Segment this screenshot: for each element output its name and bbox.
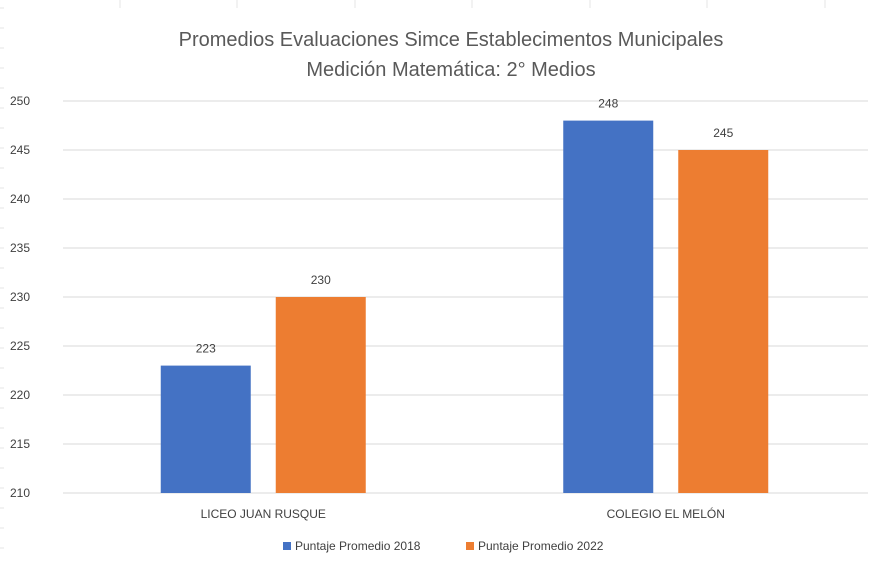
y-tick-label: 215 bbox=[10, 437, 30, 451]
data-label: 248 bbox=[598, 97, 618, 111]
y-tick-label: 210 bbox=[10, 486, 30, 500]
y-tick-label: 240 bbox=[10, 192, 30, 206]
data-label: 245 bbox=[713, 126, 733, 140]
y-tick-label: 235 bbox=[10, 241, 30, 255]
bar bbox=[563, 120, 654, 493]
spreadsheet-grid-background bbox=[0, 0, 826, 549]
data-label: 223 bbox=[196, 342, 216, 356]
chart-subtitle: Medición Matemática: 2° Medios bbox=[306, 59, 595, 81]
legend: Puntaje Promedio 2018 Puntaje Promedio 20… bbox=[283, 539, 604, 553]
legend-entry: Puntaje Promedio 2018 bbox=[295, 539, 421, 553]
legend-swatch bbox=[283, 542, 291, 550]
bar bbox=[678, 150, 769, 493]
bar bbox=[160, 365, 251, 493]
data-labels: 223 230 248 245 bbox=[196, 97, 734, 356]
bar bbox=[275, 297, 366, 493]
y-tick-label: 245 bbox=[10, 143, 30, 157]
x-category-label: COLEGIO EL MELÓN bbox=[607, 506, 725, 521]
y-axis-tick-labels: 210 215 220 225 230 235 240 245 250 bbox=[10, 94, 30, 500]
legend-entry: Puntaje Promedio 2022 bbox=[478, 539, 604, 553]
y-tick-label: 225 bbox=[10, 339, 30, 353]
y-tick-label: 230 bbox=[10, 290, 30, 304]
chart-title: Promedios Evaluaciones Simce Establecime… bbox=[179, 29, 724, 51]
y-tick-label: 220 bbox=[10, 388, 30, 402]
x-category-label: LICEO JUAN RUSQUE bbox=[201, 507, 326, 521]
bars bbox=[160, 120, 769, 493]
data-label: 230 bbox=[311, 273, 331, 287]
x-axis-category-labels: LICEO JUAN RUSQUE COLEGIO EL MELÓN bbox=[201, 506, 725, 521]
y-tick-label: 250 bbox=[10, 94, 30, 108]
legend-swatch bbox=[466, 542, 474, 550]
